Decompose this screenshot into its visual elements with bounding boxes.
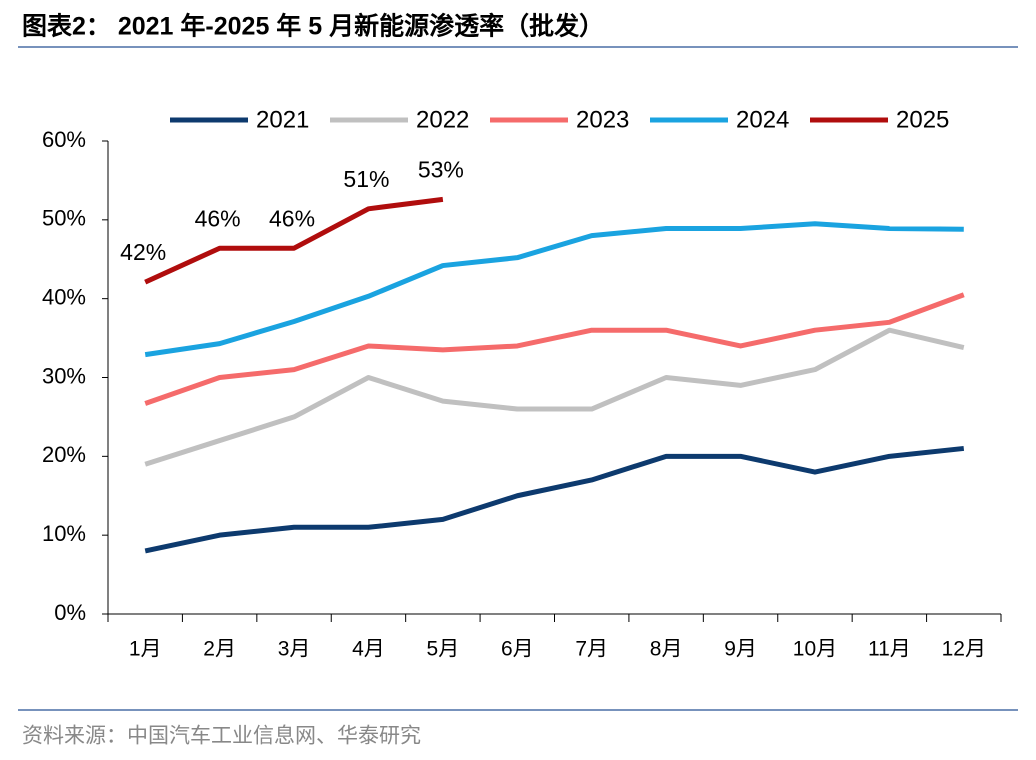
y-tick-label: 50% xyxy=(42,206,86,231)
x-tick-label: 9月 xyxy=(724,638,757,661)
legend-label: 2022 xyxy=(416,106,469,133)
legend-label: 2021 xyxy=(256,106,309,133)
x-tick-label: 2月 xyxy=(203,638,236,661)
x-tick-label: 6月 xyxy=(501,638,534,661)
y-tick-label: 10% xyxy=(42,521,86,546)
legend-label: 2023 xyxy=(576,106,629,133)
y-tick-label: 0% xyxy=(54,600,86,625)
x-tick-label: 4月 xyxy=(352,638,385,661)
data-label: 53% xyxy=(418,156,464,182)
y-tick-label: 40% xyxy=(42,284,86,309)
data-label: 51% xyxy=(343,166,389,192)
series-line xyxy=(144,445,965,554)
x-tick-label: 7月 xyxy=(575,638,608,661)
y-tick-label: 30% xyxy=(42,363,86,388)
y-tick-label: 20% xyxy=(42,442,86,467)
x-tick-label: 11月 xyxy=(868,638,911,661)
legend-label: 2025 xyxy=(896,106,949,133)
source: 资料来源：中国汽车工业信息网、华泰研究 xyxy=(22,725,421,748)
legend-label: 2024 xyxy=(736,106,789,133)
chart-title: 图表2： 2021 年-2025 年 5 月新能源渗透率（批发） xyxy=(22,12,604,41)
series-line xyxy=(144,327,965,467)
x-tick-label: 10月 xyxy=(793,638,837,661)
x-tick-label: 3月 xyxy=(278,638,311,661)
series-line xyxy=(144,292,965,406)
x-tick-label: 5月 xyxy=(427,638,460,661)
data-label: 42% xyxy=(120,239,166,265)
series-line xyxy=(144,221,964,358)
y-tick-label: 60% xyxy=(42,127,86,152)
x-tick-label: 1月 xyxy=(129,638,162,661)
data-label: 46% xyxy=(269,205,315,231)
data-label: 46% xyxy=(195,205,241,231)
series-line xyxy=(144,196,444,285)
x-tick-label: 8月 xyxy=(650,638,683,661)
x-tick-label: 12月 xyxy=(942,638,986,661)
